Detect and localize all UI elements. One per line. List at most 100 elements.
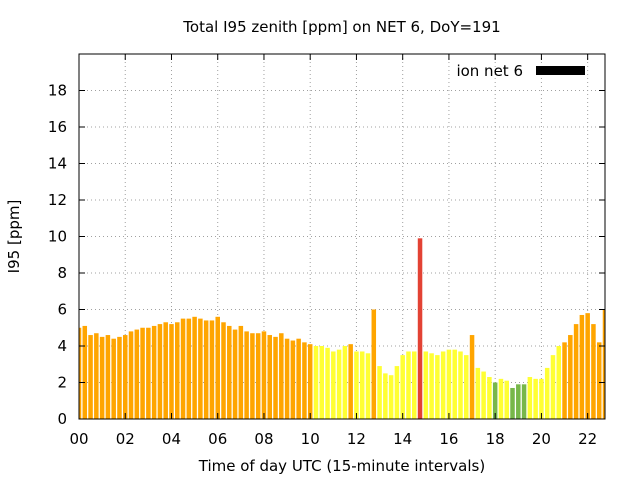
bar <box>238 325 244 419</box>
bar <box>411 351 417 419</box>
bar <box>440 351 446 419</box>
bar <box>365 353 371 419</box>
bar <box>533 378 538 419</box>
bar <box>377 366 382 419</box>
y-tick-label: 12 <box>48 191 67 209</box>
bar <box>319 346 325 419</box>
bar <box>244 331 249 419</box>
bar <box>307 344 313 419</box>
bar <box>481 371 486 419</box>
legend-swatch <box>536 66 585 75</box>
bar <box>550 355 556 419</box>
bar <box>232 329 238 419</box>
bar <box>88 335 93 419</box>
y-tick-label: 10 <box>48 228 67 246</box>
bar <box>331 351 336 419</box>
bar <box>394 366 400 419</box>
y-axis-label: I95 [ppm] <box>5 200 23 274</box>
bar <box>267 335 273 419</box>
bar <box>504 380 509 419</box>
bar <box>302 342 307 419</box>
bar <box>255 333 261 419</box>
bar <box>579 314 585 419</box>
bar <box>521 384 527 419</box>
y-tick-label: 6 <box>57 301 67 319</box>
bar <box>492 382 498 419</box>
bar <box>388 375 394 419</box>
bar <box>556 346 562 419</box>
legend: ion net 6 <box>456 62 585 80</box>
x-tick-label: 04 <box>162 430 181 448</box>
y-tick-label: 2 <box>57 374 67 392</box>
bar <box>446 349 452 419</box>
bar <box>221 322 226 419</box>
bar <box>163 322 168 419</box>
bar <box>140 327 145 419</box>
bar <box>510 387 515 419</box>
x-tick-label: 20 <box>532 430 551 448</box>
bar <box>250 333 255 419</box>
y-tick-label: 4 <box>57 337 67 355</box>
bar <box>371 309 377 419</box>
legend-label: ion net 6 <box>456 62 523 80</box>
bar <box>325 347 330 419</box>
bar <box>94 333 99 419</box>
bar <box>435 355 440 419</box>
bar <box>336 349 342 419</box>
bar <box>296 338 301 419</box>
bar <box>203 320 209 419</box>
bar <box>429 353 434 419</box>
bar <box>527 377 533 419</box>
bar <box>111 338 116 419</box>
bar <box>146 327 151 419</box>
bar <box>423 351 429 419</box>
bar <box>602 309 605 419</box>
bar <box>596 342 602 419</box>
bar <box>99 336 105 419</box>
bar <box>406 351 411 419</box>
bar <box>498 378 504 419</box>
y-tick-label: 14 <box>48 155 67 173</box>
y-tick-label: 18 <box>48 82 67 100</box>
bar <box>452 349 457 419</box>
bar <box>342 346 348 419</box>
bar <box>192 316 197 419</box>
bar <box>585 313 590 419</box>
bar <box>290 340 296 419</box>
bar <box>544 367 550 419</box>
bar <box>383 373 388 419</box>
x-tick-label: 08 <box>254 430 273 448</box>
bar <box>279 333 284 419</box>
bar <box>464 355 469 419</box>
x-tick-label: 12 <box>347 430 366 448</box>
bar <box>562 342 567 419</box>
bar <box>354 351 359 419</box>
bar <box>261 331 267 419</box>
bar <box>198 318 203 419</box>
bar <box>105 335 111 419</box>
bar <box>313 346 319 419</box>
x-tick-label: 06 <box>208 430 227 448</box>
bar <box>157 324 163 419</box>
x-tick-label: 22 <box>578 430 597 448</box>
bar <box>573 324 579 419</box>
bar <box>180 318 186 419</box>
bar <box>539 378 544 419</box>
bar <box>516 384 521 419</box>
bar <box>151 325 157 419</box>
bar <box>487 377 492 419</box>
bar <box>417 238 423 419</box>
bar <box>122 335 128 419</box>
bar <box>79 327 82 419</box>
x-axis-label: Time of day UTC (15-minute intervals) <box>198 457 485 475</box>
bar <box>209 320 215 419</box>
x-tick-label: 00 <box>69 430 88 448</box>
bar <box>400 355 405 419</box>
bar <box>284 338 290 419</box>
bar <box>458 351 463 419</box>
x-tick-label: 18 <box>486 430 505 448</box>
bar <box>175 322 180 419</box>
chart-title: Total I95 zenith [ppm] on NET 6, DoY=191 <box>182 18 500 36</box>
bar <box>348 344 353 419</box>
